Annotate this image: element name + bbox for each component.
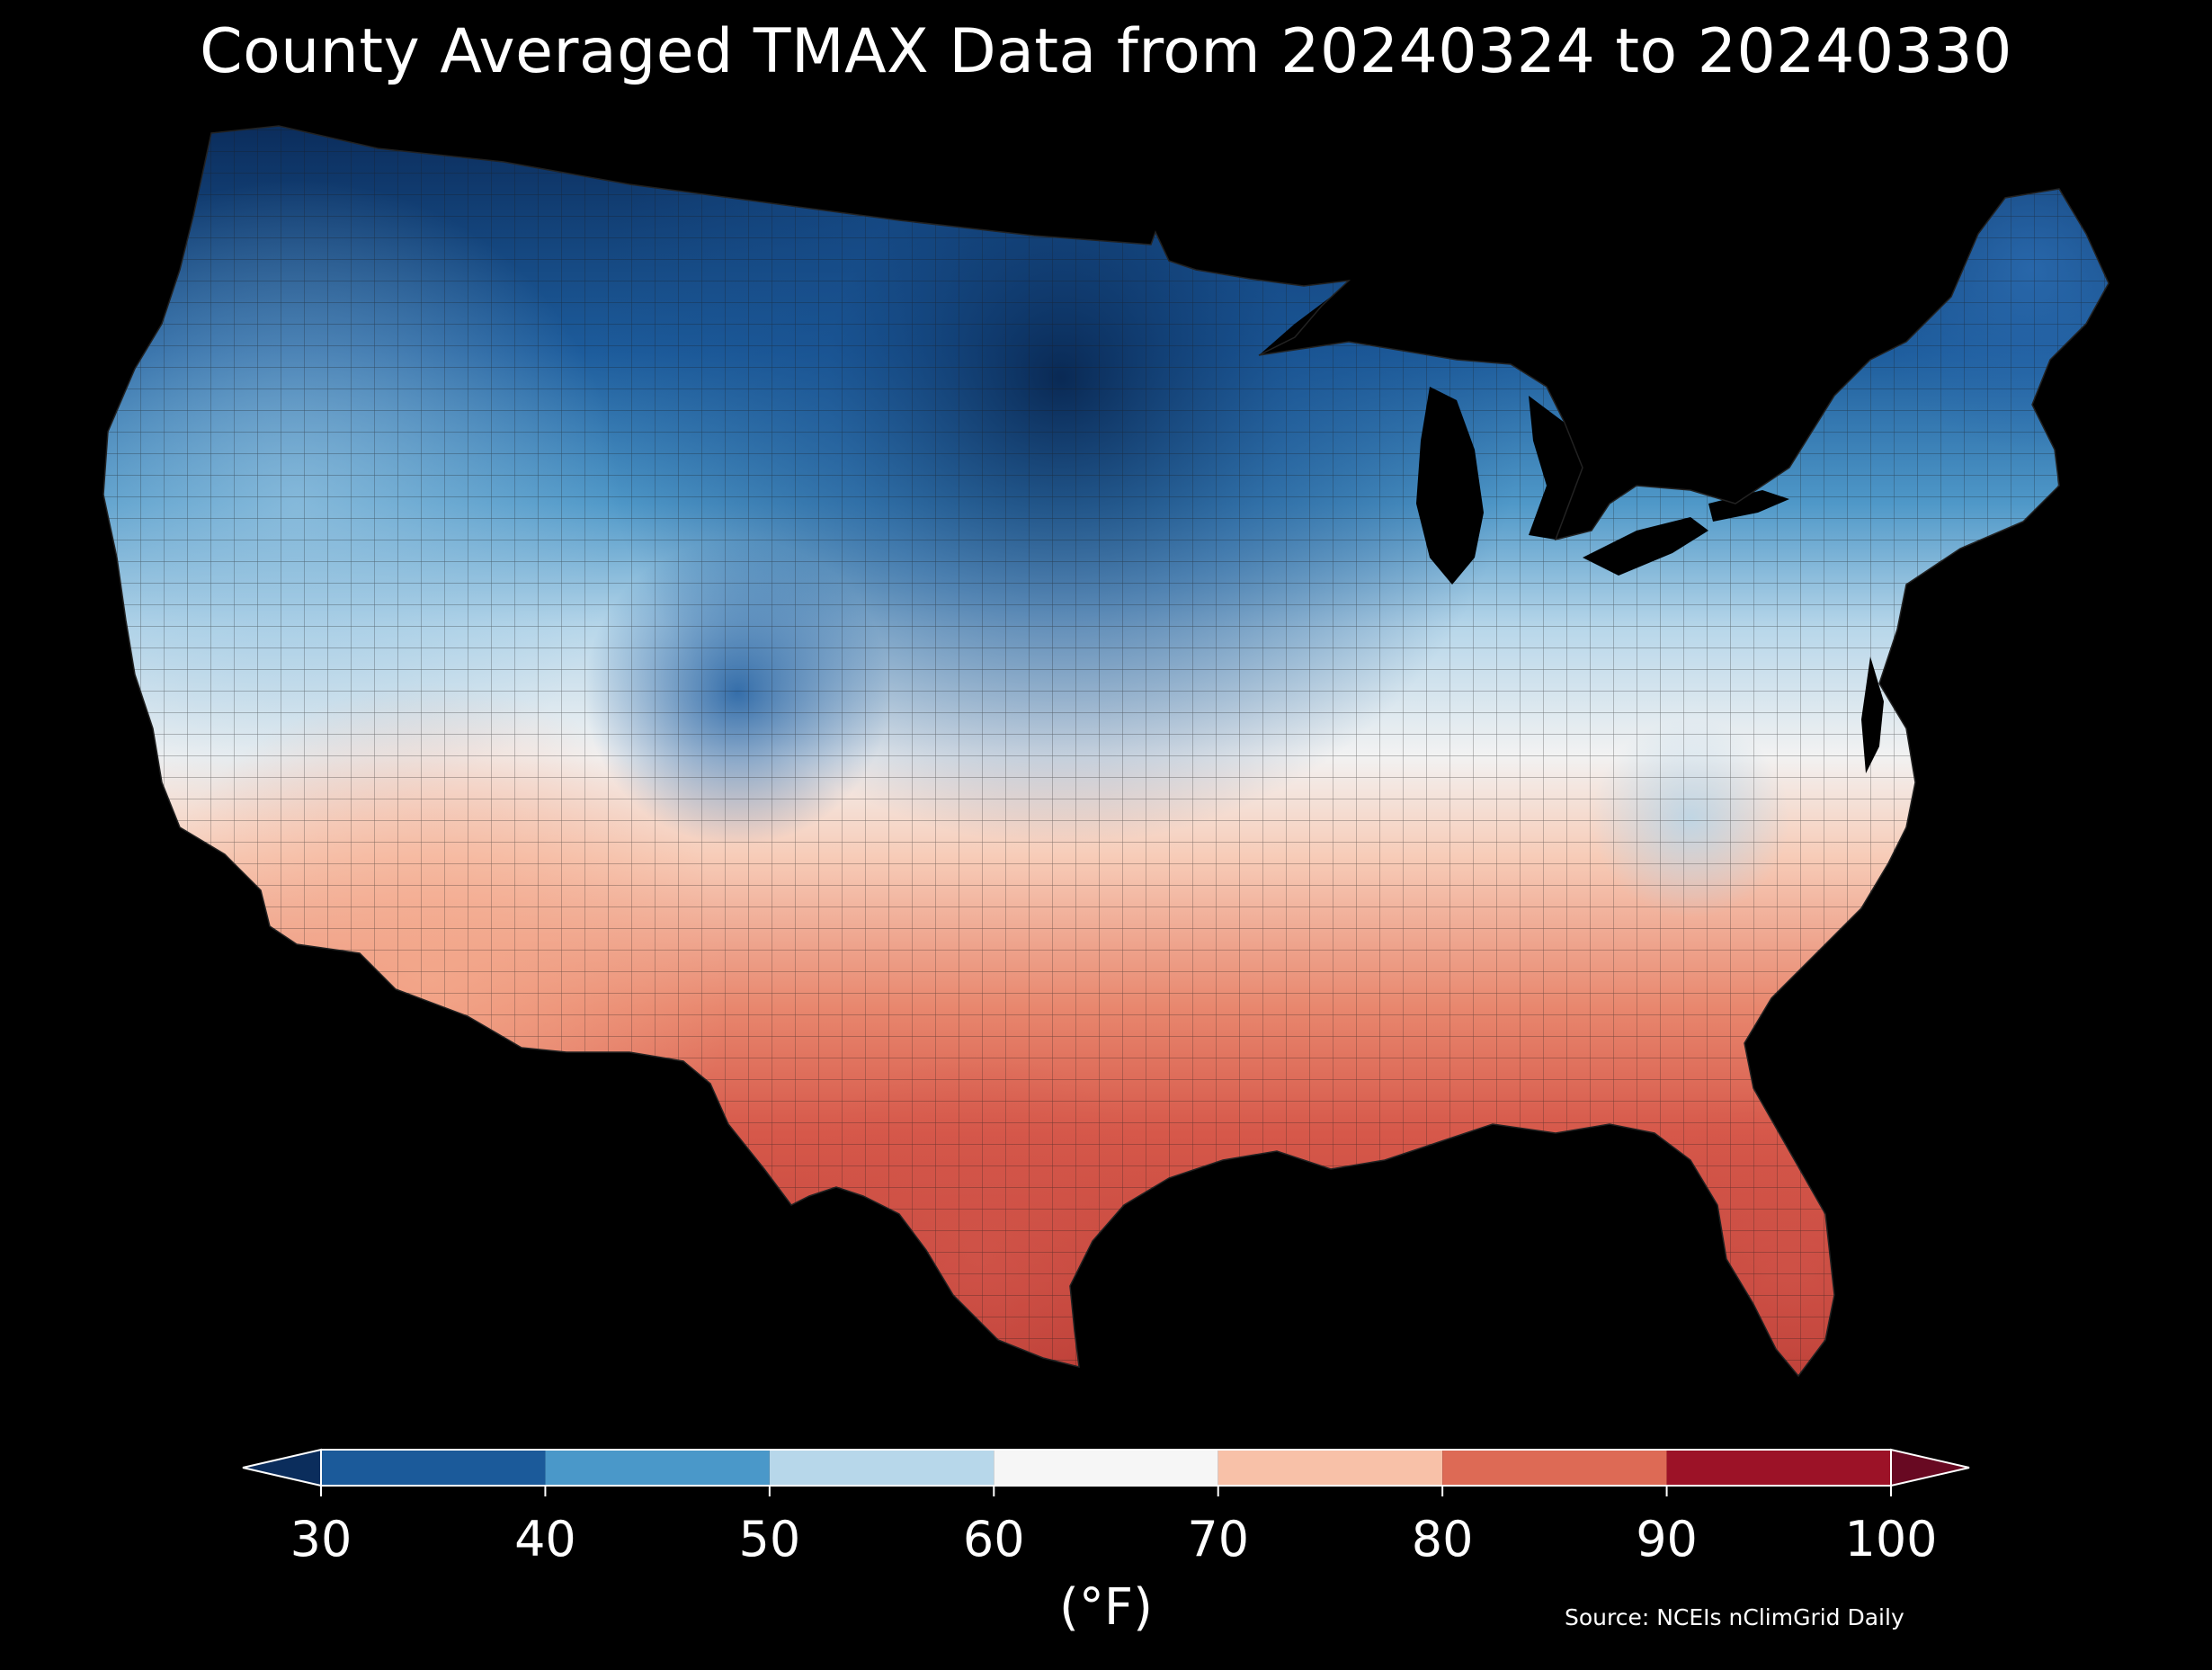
colorbar-bin-40-50 (545, 1450, 770, 1486)
colorbar-bins (320, 1449, 1892, 1487)
colorbar-tick-label-50: 50 (738, 1511, 801, 1567)
colorbar-unit-label: (°F) (1059, 1578, 1153, 1637)
colorbar-tick-label-80: 80 (1411, 1511, 1474, 1567)
colorbar-tick-marks (320, 1486, 1892, 1496)
colorbar-tick-label-100: 100 (1844, 1511, 1938, 1567)
colorbar-over-arrow (1890, 1448, 1970, 1487)
colorbar-tick-label-70: 70 (1187, 1511, 1250, 1567)
chesapeake-bay (1861, 656, 1884, 773)
colorbar-tick-label-30: 30 (290, 1511, 352, 1567)
map-title: County Averaged TMAX Data from 20240324 … (200, 16, 2012, 87)
colorbar-bin-70-80 (1217, 1450, 1443, 1486)
source-credit: Source: NCEIs nClimGrid Daily (1565, 1604, 1904, 1630)
colorbar-bin-90-100 (1666, 1450, 1891, 1486)
colorbar-bin-50-60 (769, 1450, 995, 1486)
colorbar-tick-label-40: 40 (514, 1511, 576, 1567)
colorbar-bin-60-70 (994, 1450, 1218, 1486)
colorbar-bin-30-40 (321, 1450, 546, 1486)
colorbar-under-arrow (242, 1448, 322, 1487)
colorbar-tick-label-90: 90 (1636, 1511, 1698, 1567)
colorbar-tick-label-60: 60 (962, 1511, 1025, 1567)
colorbar-bin-80-90 (1442, 1450, 1667, 1486)
